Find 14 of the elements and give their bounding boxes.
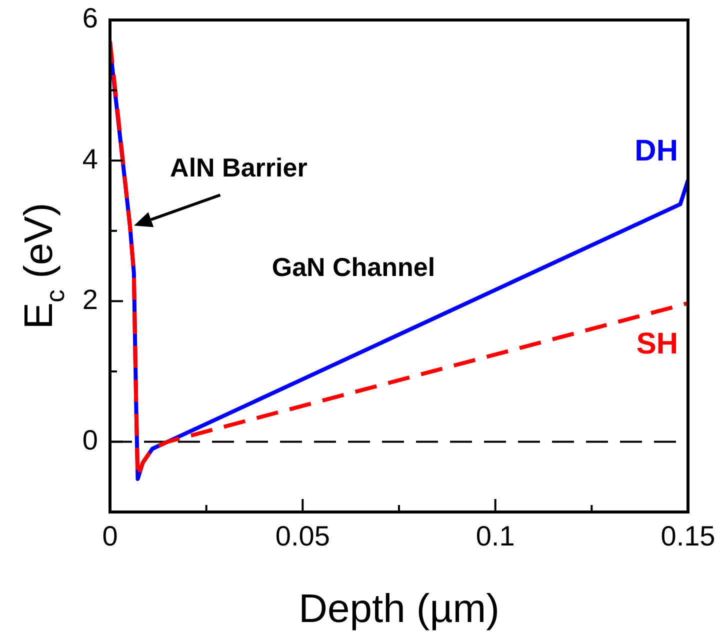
y-tick-label: 4: [82, 143, 98, 174]
x-tick-label: 0: [102, 520, 118, 552]
y-tick-label: 6: [82, 2, 98, 34]
y-tick-label: 0: [82, 424, 98, 456]
x-tick-label: 0.1: [476, 520, 515, 552]
x-tick-label: 0.15: [660, 520, 716, 552]
y-tick-label: 2: [82, 284, 98, 315]
x-axis-title: Depth (µm): [298, 587, 500, 631]
annotation: GaN Channel: [272, 252, 436, 282]
series-label: DH: [634, 134, 678, 168]
y-axis-title: Ec (eV): [17, 202, 70, 330]
annotation: AlN Barrier: [170, 152, 308, 183]
x-tick-label: 0.05: [275, 520, 330, 552]
series-label: SH: [636, 327, 678, 360]
